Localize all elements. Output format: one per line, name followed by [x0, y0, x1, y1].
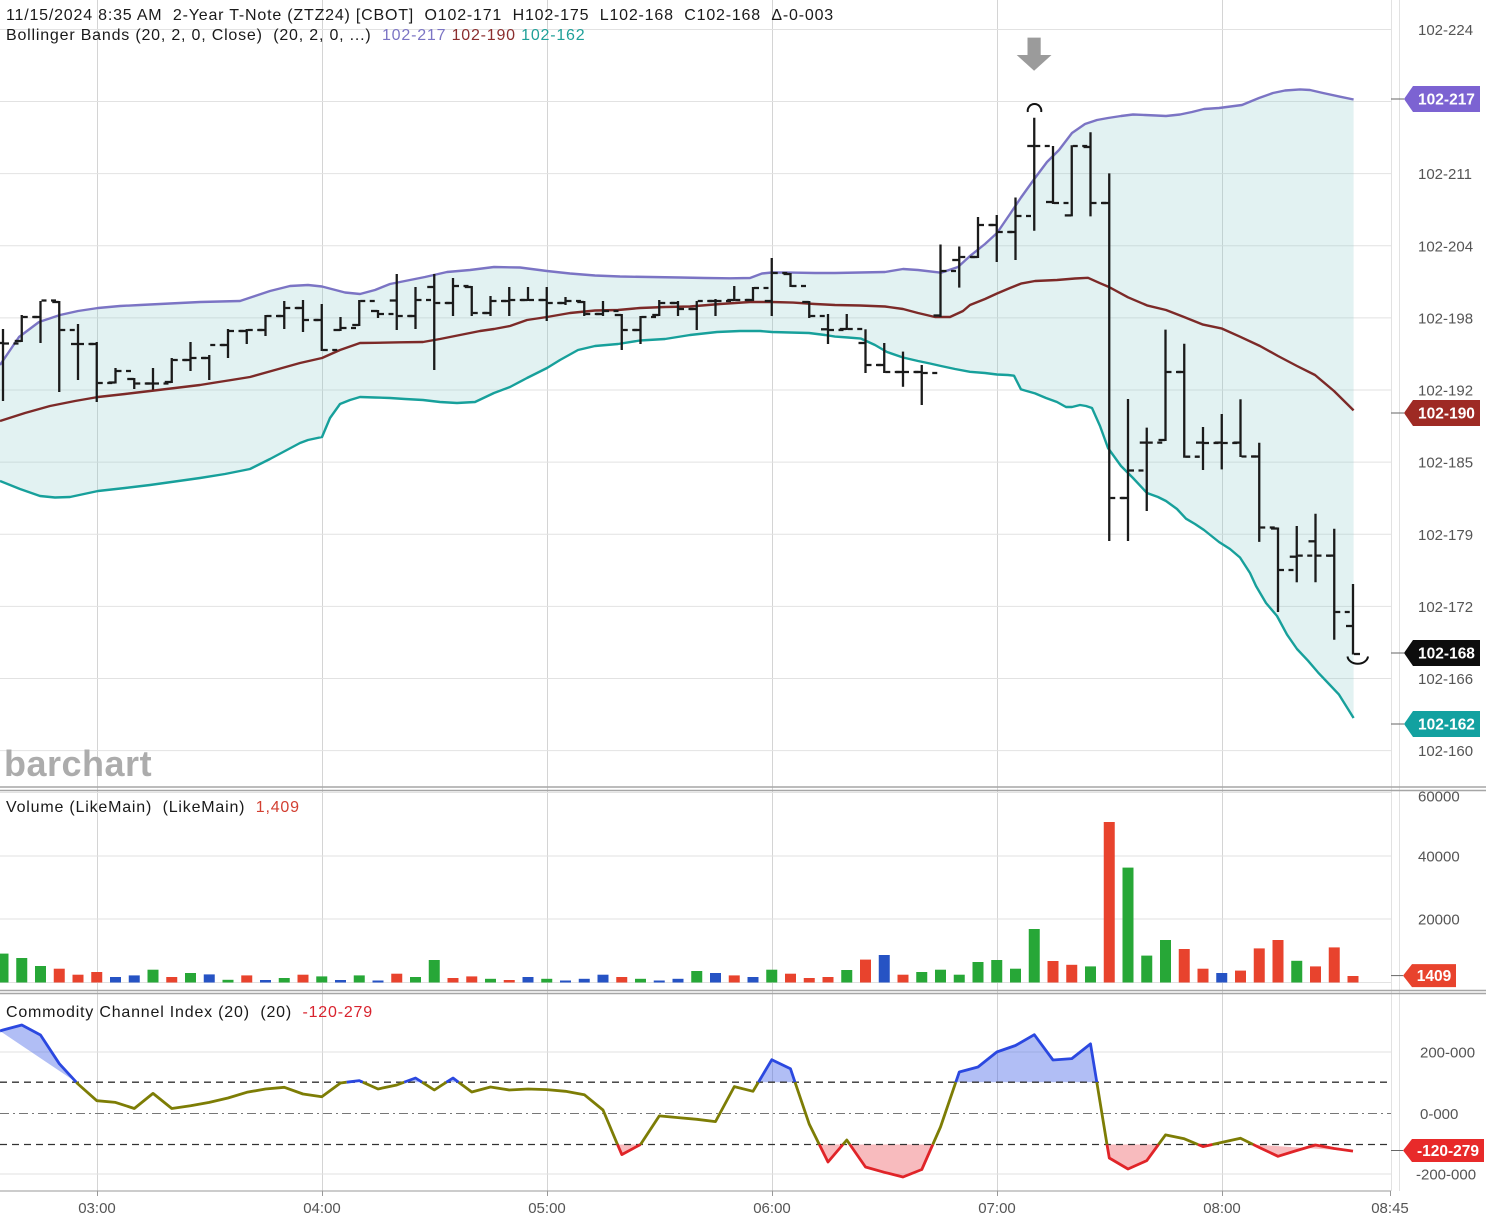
svg-text:102-166: 102-166 — [1418, 671, 1473, 688]
svg-text:60000: 60000 — [1418, 789, 1460, 806]
svg-text:04:00: 04:00 — [303, 1200, 341, 1217]
svg-text:07:00: 07:00 — [978, 1200, 1016, 1217]
svg-text:102-179: 102-179 — [1418, 527, 1473, 544]
svg-text:0-000: 0-000 — [1420, 1106, 1458, 1123]
svg-text:11/15/2024 8:35 AM 2-Year T-N: 11/15/2024 8:35 AM 2-Year T-Note (ZTZ24)… — [6, 7, 834, 24]
svg-text:102-168: 102-168 — [1418, 646, 1475, 663]
svg-text:102-172: 102-172 — [1418, 599, 1473, 616]
svg-text:40000: 40000 — [1418, 849, 1460, 866]
svg-text:Volume (LikeMain) (LikeMain): Volume (LikeMain) (LikeMain) 1,409 — [6, 799, 300, 816]
svg-text:20000: 20000 — [1418, 912, 1460, 929]
svg-text:1409: 1409 — [1417, 968, 1452, 985]
svg-text:-120-279: -120-279 — [1417, 1143, 1479, 1160]
svg-text:08:45: 08:45 — [1371, 1200, 1409, 1217]
svg-text:102-190: 102-190 — [1418, 406, 1475, 423]
svg-text:102-160: 102-160 — [1418, 743, 1473, 760]
svg-text:06:00: 06:00 — [753, 1200, 791, 1217]
svg-text:barchart: barchart — [4, 743, 152, 784]
svg-text:102-211: 102-211 — [1418, 166, 1472, 183]
svg-text:Commodity Channel Index (20): Commodity Channel Index (20) (20) -120-2… — [6, 1004, 373, 1021]
svg-text:102-192: 102-192 — [1418, 383, 1473, 400]
svg-text:102-198: 102-198 — [1418, 310, 1473, 327]
svg-text:102-217: 102-217 — [1418, 92, 1475, 109]
svg-text:102-224: 102-224 — [1418, 22, 1473, 39]
svg-text:102-162: 102-162 — [1418, 717, 1475, 734]
svg-text:05:00: 05:00 — [528, 1200, 566, 1217]
svg-text:-200-000: -200-000 — [1416, 1167, 1476, 1184]
svg-text:102-185: 102-185 — [1418, 455, 1473, 472]
svg-text:102-204: 102-204 — [1418, 238, 1473, 255]
svg-text:Bollinger Bands (20, 2, 0, Clo: Bollinger Bands (20, 2, 0, Close) (20, 2… — [6, 27, 585, 44]
svg-text:08:00: 08:00 — [1203, 1200, 1241, 1217]
svg-text:200-000: 200-000 — [1420, 1045, 1475, 1062]
svg-text:03:00: 03:00 — [78, 1200, 116, 1217]
